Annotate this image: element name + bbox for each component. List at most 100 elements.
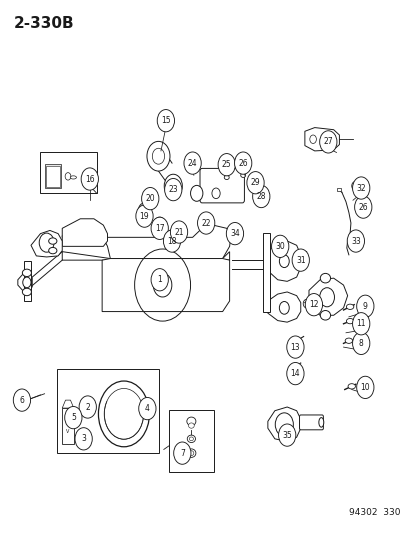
Circle shape (246, 172, 263, 194)
Circle shape (83, 437, 88, 443)
Text: 8: 8 (358, 339, 363, 348)
Text: 2: 2 (85, 402, 90, 411)
Circle shape (64, 407, 82, 429)
Circle shape (141, 188, 159, 210)
Ellipse shape (188, 451, 193, 456)
Text: 33: 33 (350, 237, 360, 246)
Text: 34: 34 (230, 229, 239, 238)
Circle shape (309, 135, 316, 143)
Text: 14: 14 (290, 369, 299, 378)
Circle shape (149, 196, 156, 205)
Polygon shape (31, 230, 62, 257)
Bar (57, 369, 159, 453)
Text: 29: 29 (250, 178, 260, 187)
Circle shape (211, 188, 220, 199)
Ellipse shape (224, 175, 229, 180)
Text: 19: 19 (139, 212, 149, 221)
Circle shape (75, 427, 92, 450)
Ellipse shape (70, 421, 76, 425)
Text: 94302  330: 94302 330 (348, 508, 399, 517)
Circle shape (352, 313, 369, 335)
Text: 27: 27 (323, 138, 332, 147)
Ellipse shape (346, 304, 353, 310)
FancyBboxPatch shape (199, 168, 244, 203)
Text: 22: 22 (201, 219, 210, 228)
Circle shape (151, 269, 168, 291)
Circle shape (153, 217, 166, 233)
Polygon shape (62, 252, 229, 260)
Text: 5: 5 (71, 413, 76, 422)
Text: 1: 1 (157, 275, 162, 284)
Text: 17: 17 (154, 224, 164, 233)
Circle shape (226, 222, 243, 245)
Circle shape (279, 255, 289, 268)
Circle shape (356, 295, 373, 317)
Circle shape (356, 376, 373, 399)
Ellipse shape (320, 273, 330, 283)
Bar (24, 261, 31, 301)
Text: 13: 13 (290, 343, 299, 352)
Ellipse shape (347, 384, 355, 389)
Ellipse shape (189, 437, 193, 441)
Bar (336, 188, 340, 191)
FancyBboxPatch shape (299, 415, 323, 430)
Circle shape (168, 180, 178, 192)
Ellipse shape (188, 423, 194, 428)
Ellipse shape (318, 418, 323, 427)
Text: 12: 12 (309, 300, 318, 309)
Text: 18: 18 (167, 237, 176, 246)
Circle shape (173, 442, 190, 464)
Circle shape (319, 288, 334, 307)
Text: 3: 3 (81, 434, 86, 443)
Bar (262, 233, 269, 312)
Circle shape (79, 396, 96, 418)
Text: 15: 15 (161, 116, 170, 125)
Circle shape (354, 196, 371, 218)
Text: 25: 25 (221, 160, 231, 169)
Polygon shape (18, 273, 32, 292)
Ellipse shape (240, 173, 245, 177)
Circle shape (352, 177, 369, 199)
Polygon shape (267, 407, 300, 441)
Text: 32: 32 (356, 183, 365, 192)
Ellipse shape (166, 235, 177, 243)
Ellipse shape (22, 288, 31, 296)
Circle shape (170, 221, 187, 243)
Circle shape (164, 179, 181, 201)
Bar (46, 166, 59, 187)
Ellipse shape (186, 449, 195, 457)
Circle shape (147, 141, 170, 171)
Text: 2-330B: 2-330B (14, 16, 74, 31)
Text: 16: 16 (85, 174, 95, 183)
Bar (62, 408, 74, 444)
Circle shape (151, 217, 168, 239)
Text: 28: 28 (256, 192, 266, 201)
Text: 21: 21 (174, 228, 183, 237)
Circle shape (352, 332, 369, 354)
Ellipse shape (49, 247, 57, 254)
Ellipse shape (186, 417, 195, 425)
Circle shape (319, 131, 336, 153)
Text: 23: 23 (168, 185, 178, 194)
Circle shape (286, 362, 303, 385)
Circle shape (252, 185, 269, 208)
Circle shape (13, 389, 31, 411)
Text: 4: 4 (145, 404, 150, 413)
Bar (169, 410, 213, 472)
Text: 6: 6 (19, 395, 24, 405)
Polygon shape (62, 400, 74, 408)
Text: 26: 26 (358, 203, 367, 212)
Circle shape (39, 233, 54, 252)
Text: 31: 31 (295, 256, 305, 265)
Text: 20: 20 (145, 194, 155, 203)
Polygon shape (308, 278, 347, 316)
Text: 7: 7 (180, 449, 184, 458)
Text: 9: 9 (362, 302, 367, 311)
Text: 26: 26 (238, 159, 247, 167)
Circle shape (23, 277, 31, 288)
Text: 24: 24 (188, 159, 197, 167)
Circle shape (271, 235, 288, 257)
Circle shape (275, 413, 293, 436)
Circle shape (135, 205, 153, 227)
Circle shape (163, 230, 180, 252)
